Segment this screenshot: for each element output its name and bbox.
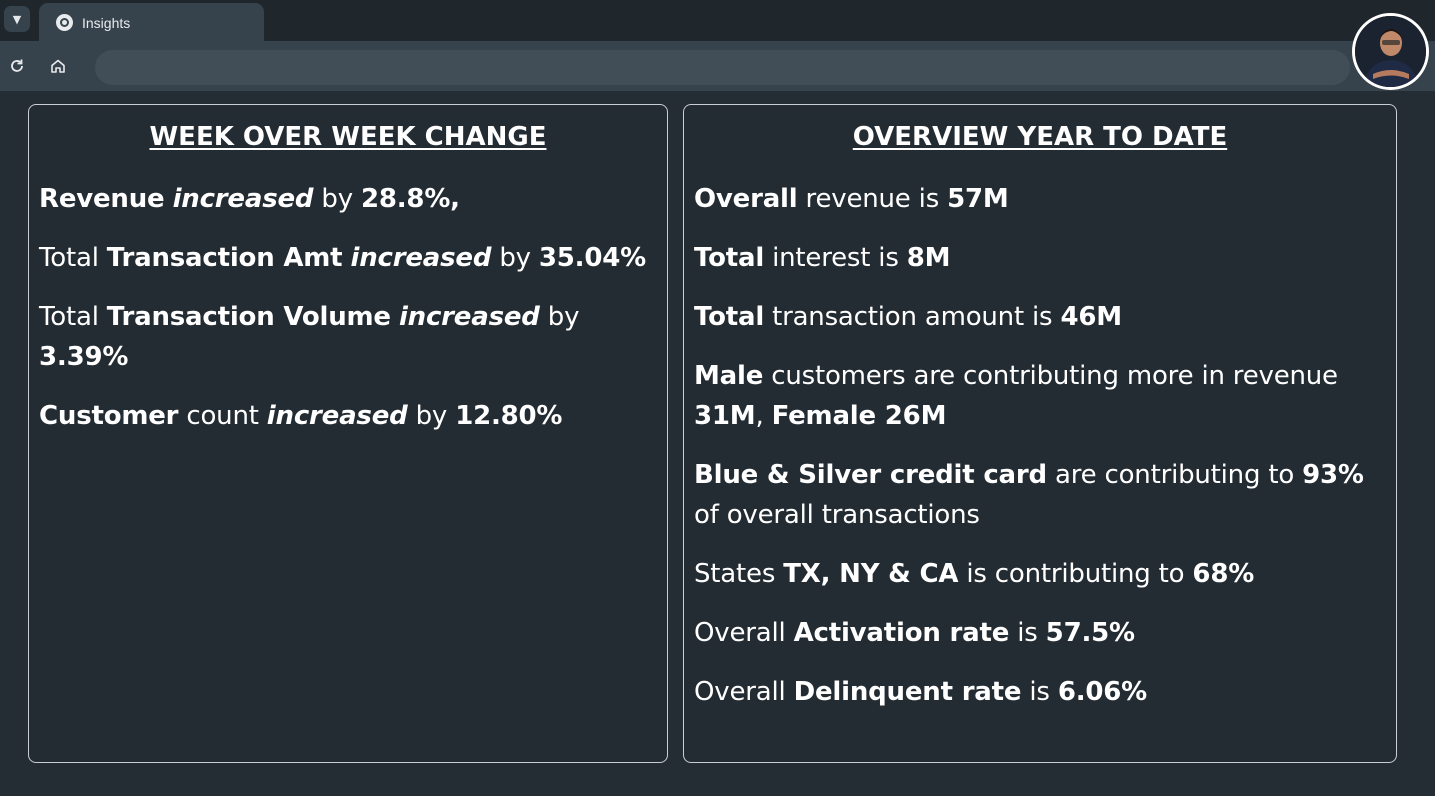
insight-text: Overall (694, 618, 794, 648)
year-to-date-panel: OVERVIEW YEAR TO DATE Overall revenue is… (683, 104, 1397, 763)
insight-text: by (539, 302, 580, 332)
insight-text (391, 302, 399, 332)
insight-text: Male (694, 361, 764, 391)
insight-text: 3.39% (39, 342, 129, 372)
insight-text: Total (39, 243, 107, 273)
insight-text: States (694, 559, 784, 589)
insight-text: 6.06% (1057, 677, 1148, 707)
insight-text: 35.04% (538, 243, 646, 273)
insight-list: Revenue increased by 28.8%, Total Transac… (39, 179, 657, 455)
insight-text: Total (39, 302, 107, 332)
insight-text: Overall (694, 184, 798, 214)
insight-item: Revenue increased by 28.8%, (39, 179, 657, 219)
insight-text: customers are contributing more in reven… (763, 361, 1338, 391)
tab-title: Insights (82, 15, 131, 31)
tab-search-button[interactable]: ▼ (4, 6, 30, 32)
insight-text: Transaction Volume (106, 302, 391, 332)
tab-insights[interactable]: Insights (39, 3, 264, 41)
insight-text: 57.5% (1045, 618, 1135, 648)
insight-text: increased (172, 184, 314, 214)
week-over-week-panel: WEEK OVER WEEK CHANGE Revenue increased … (28, 104, 668, 763)
insight-item: Total transaction amount is 46M (694, 297, 1376, 337)
insight-text: by (491, 243, 539, 273)
insight-text: transaction amount is (764, 302, 1061, 332)
reload-icon (11, 59, 23, 72)
insight-item: States TX, NY & CA is contributing to 68… (694, 554, 1376, 594)
insight-text: Transaction Amt (106, 243, 343, 273)
home-button[interactable] (43, 51, 73, 81)
home-icon (51, 59, 65, 73)
insight-text: Revenue (39, 184, 165, 214)
avatar[interactable] (1352, 13, 1429, 90)
insight-text: is (1021, 677, 1058, 707)
tab-strip: ▼ Insights (0, 0, 1435, 41)
insight-text: increased (350, 243, 492, 273)
insight-text: increased (398, 302, 540, 332)
insight-text: interest is (764, 243, 907, 273)
chrome-icon (56, 14, 73, 31)
insight-text: by (407, 401, 456, 431)
insight-text: TX, NY & CA (783, 559, 959, 589)
insight-text: revenue is (797, 184, 948, 214)
insight-item: Total interest is 8M (694, 238, 1376, 278)
insight-text: is contributing to (958, 559, 1193, 589)
insight-text: Female 26M (771, 401, 947, 431)
insight-text: of overall transactions (694, 500, 980, 530)
insight-text: Customer (39, 401, 179, 431)
panel-title: OVERVIEW YEAR TO DATE (852, 122, 1228, 152)
insight-item: Total Transaction Amt increased by 35.04… (39, 238, 657, 278)
insight-item: Male customers are contributing more in … (694, 356, 1376, 436)
insight-text: 93% (1302, 460, 1364, 490)
insight-text: 31M (694, 401, 756, 431)
insight-text: , (755, 401, 772, 431)
insight-text: by (313, 184, 361, 214)
insight-text: Activation rate (793, 618, 1010, 648)
insight-text: Overall (694, 677, 794, 707)
insight-text: 12.80% (455, 401, 563, 431)
insight-text (165, 184, 173, 214)
insight-text: 8M (906, 243, 951, 273)
insight-item: Overall Activation rate is 57.5% (694, 613, 1376, 653)
browser-toolbar (0, 41, 1435, 91)
insight-text: 57M (947, 184, 1009, 214)
insight-item: Blue & Silver credit card are contributi… (694, 455, 1376, 535)
insight-text: Delinquent rate (793, 677, 1022, 707)
insight-text: Total (694, 243, 765, 273)
insight-text: count (178, 401, 267, 431)
insight-text: 46M (1060, 302, 1122, 332)
panel-title: WEEK OVER WEEK CHANGE (149, 122, 547, 152)
insight-text: 68% (1192, 559, 1255, 589)
insight-list: Overall revenue is 57M Total interest is … (694, 179, 1376, 731)
insight-item: Overall Delinquent rate is 6.06% (694, 672, 1376, 712)
insight-text: are contributing to (1046, 460, 1303, 490)
insight-item: Customer count increased by 12.80% (39, 396, 657, 436)
insight-text: 28.8%, (360, 184, 460, 214)
person-icon (1355, 16, 1426, 87)
insight-text: Total (694, 302, 765, 332)
chevron-down-icon: ▼ (12, 12, 22, 26)
reload-button[interactable] (2, 51, 32, 81)
insight-item: Total Transaction Volume increased by 3.… (39, 297, 657, 377)
insight-text: Blue & Silver credit card (694, 460, 1047, 490)
insight-text: is (1009, 618, 1046, 648)
insight-item: Overall revenue is 57M (694, 179, 1376, 219)
address-bar[interactable] (95, 50, 1350, 85)
insight-text: increased (266, 401, 408, 431)
